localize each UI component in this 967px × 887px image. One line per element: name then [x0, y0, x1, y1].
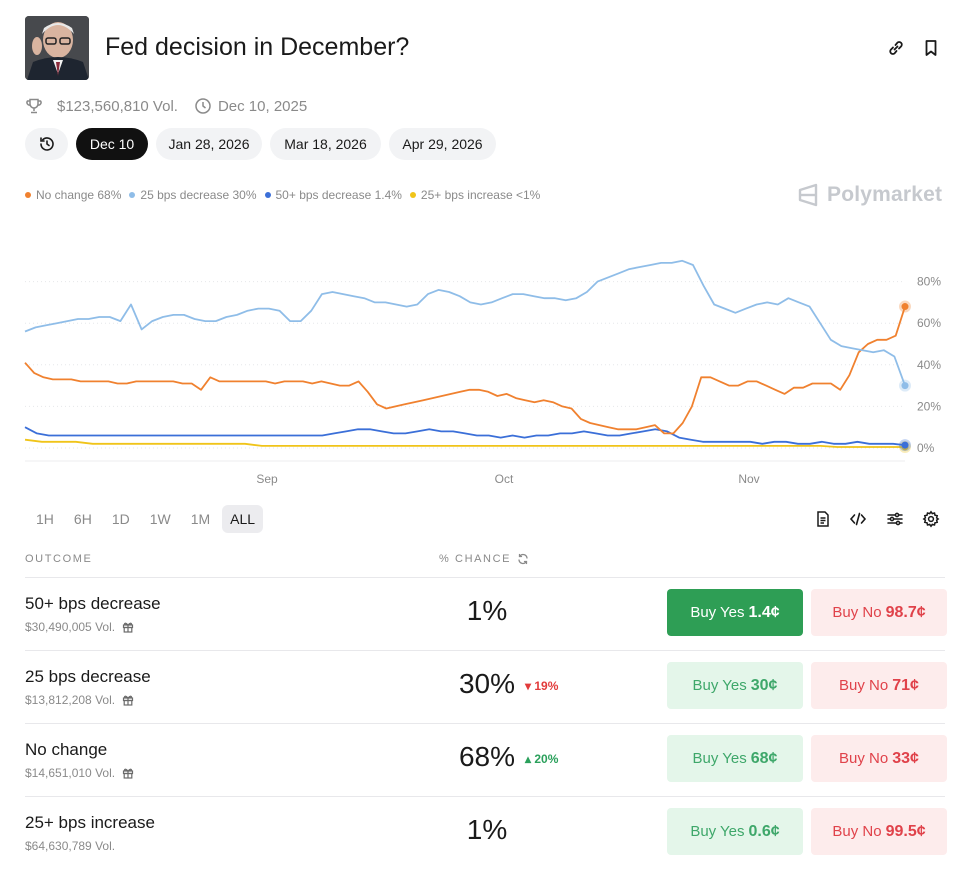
refresh-icon[interactable] — [517, 553, 529, 565]
outcome-column-header: OUTCOME — [25, 553, 93, 565]
outcome-name: 25+ bps increase — [25, 813, 155, 832]
document-icon[interactable] — [814, 510, 832, 528]
clock-icon — [195, 98, 211, 114]
gift-icon — [122, 622, 134, 633]
tab-apr-29-2026[interactable]: Apr 29, 2026 — [389, 128, 496, 160]
outcome-volume: $13,812,208 Vol. — [25, 693, 134, 707]
outcome-row: 50+ bps decrease $30,490,005 Vol. 1% Buy… — [0, 577, 967, 650]
outcome-volume: $14,651,010 Vol. — [25, 766, 134, 780]
legend-item: 25 bps decrease 30% — [129, 188, 257, 202]
divider — [25, 577, 945, 578]
chance-change-down: ▾ 19% — [525, 679, 559, 693]
legend-item: 25+ bps increase <1% — [409, 188, 540, 202]
gift-icon — [122, 768, 134, 779]
tab-jan-28-2026[interactable]: Jan 28, 2026 — [156, 128, 262, 160]
date-tabs: Dec 10 Jan 28, 2026 Mar 18, 2026 Apr 29,… — [25, 128, 496, 160]
range-all[interactable]: ALL — [222, 505, 264, 533]
outcome-name: No change — [25, 740, 108, 759]
buy-yes-button[interactable]: Buy Yes 30¢ — [667, 662, 803, 709]
divider — [25, 796, 945, 797]
chart-legend: No change 68% 25 bps decrease 30% 50+ bp… — [25, 188, 540, 202]
buy-yes-button[interactable]: Buy Yes 68¢ — [667, 735, 803, 782]
outcome-chance: 68% — [458, 741, 516, 772]
market-end-date: Dec 10, 2025 — [217, 97, 308, 115]
outcome-row: 25+ bps increase $64,630,789 Vol. 1% Buy… — [0, 796, 967, 869]
buy-yes-button[interactable]: Buy Yes 0.6¢ — [667, 808, 803, 855]
buy-yes-button[interactable]: Buy Yes 1.4¢ — [667, 589, 803, 636]
price-chart[interactable]: 80% 60% 40% 20% 0% Sep Oct Nov — [0, 220, 967, 495]
tab-dec-10[interactable]: Dec 10 — [76, 128, 148, 160]
series-endpoint — [901, 441, 909, 449]
range-1m[interactable]: 1M — [190, 511, 211, 527]
gift-icon — [122, 695, 134, 706]
x-tick-label: Sep — [256, 472, 278, 486]
series-line-50-bps-decrease — [24, 426, 906, 446]
trophy-icon — [26, 98, 42, 114]
polymarket-watermark: Polymarket — [797, 183, 942, 207]
outcome-chance: 30% — [458, 668, 516, 699]
market-header: Fed decision in December? — [25, 16, 945, 80]
polymarket-logo-icon — [798, 183, 818, 207]
legend-item: No change 68% — [25, 188, 121, 202]
history-icon — [39, 137, 54, 151]
sliders-icon[interactable] — [886, 510, 904, 528]
series-line-25-bps-decrease — [24, 259, 906, 386]
y-tick-label: 60% — [917, 316, 941, 330]
series-endpoint — [901, 303, 909, 311]
outcome-row: No change $14,651,010 Vol. 68% ▴ 20% Buy… — [0, 723, 967, 796]
outcome-row: 25 bps decrease $13,812,208 Vol. 30% ▾ 1… — [0, 650, 967, 723]
buy-no-button[interactable]: Buy No 71¢ — [811, 662, 947, 709]
history-tab[interactable] — [25, 128, 68, 160]
outcome-chance: 1% — [466, 814, 508, 845]
chance-column-header: % CHANCE — [439, 553, 529, 565]
x-tick-label: Oct — [495, 472, 514, 486]
market-meta: $123,560,810 Vol. Dec 10, 2025 — [25, 96, 307, 116]
range-6h[interactable]: 6H — [73, 511, 92, 527]
y-tick-label: 40% — [917, 358, 941, 372]
divider — [25, 723, 945, 724]
market-volume: $123,560,810 Vol. — [57, 97, 178, 115]
outcome-name: 50+ bps decrease — [25, 594, 161, 613]
range-1w[interactable]: 1W — [149, 511, 171, 527]
range-1h[interactable]: 1H — [36, 511, 54, 527]
link-icon[interactable] — [886, 38, 906, 58]
legend-item: 50+ bps decrease 1.4% — [264, 188, 402, 202]
buy-no-button[interactable]: Buy No 99.5¢ — [811, 808, 947, 855]
chance-change-up: ▴ 20% — [525, 752, 559, 766]
market-title: Fed decision in December? — [105, 33, 410, 61]
outcome-name: 25 bps decrease — [25, 667, 151, 686]
time-range-selector: 1H 6H 1D 1W 1M ALL — [28, 505, 264, 533]
buy-no-button[interactable]: Buy No 33¢ — [811, 735, 947, 782]
y-tick-label: 0% — [917, 441, 935, 455]
outcome-chance: 1% — [466, 595, 508, 626]
y-tick-label: 80% — [917, 275, 941, 289]
divider — [25, 650, 945, 651]
settings-gear-icon[interactable] — [922, 510, 940, 528]
tab-mar-18-2026[interactable]: Mar 18, 2026 — [270, 128, 381, 160]
buy-no-button[interactable]: Buy No 98.7¢ — [811, 589, 947, 636]
market-avatar — [25, 16, 89, 80]
embed-code-icon[interactable] — [849, 510, 867, 528]
range-1d[interactable]: 1D — [111, 511, 130, 527]
series-line-no-change — [24, 306, 906, 435]
series-endpoint — [901, 382, 909, 390]
bookmark-icon[interactable] — [921, 38, 941, 58]
outcome-volume: $64,630,789 Vol. — [25, 839, 116, 853]
series-line-25-bps-increase — [24, 438, 905, 448]
y-tick-label: 20% — [917, 399, 941, 413]
x-tick-label: Nov — [738, 472, 759, 486]
outcome-volume: $30,490,005 Vol. — [25, 620, 134, 634]
